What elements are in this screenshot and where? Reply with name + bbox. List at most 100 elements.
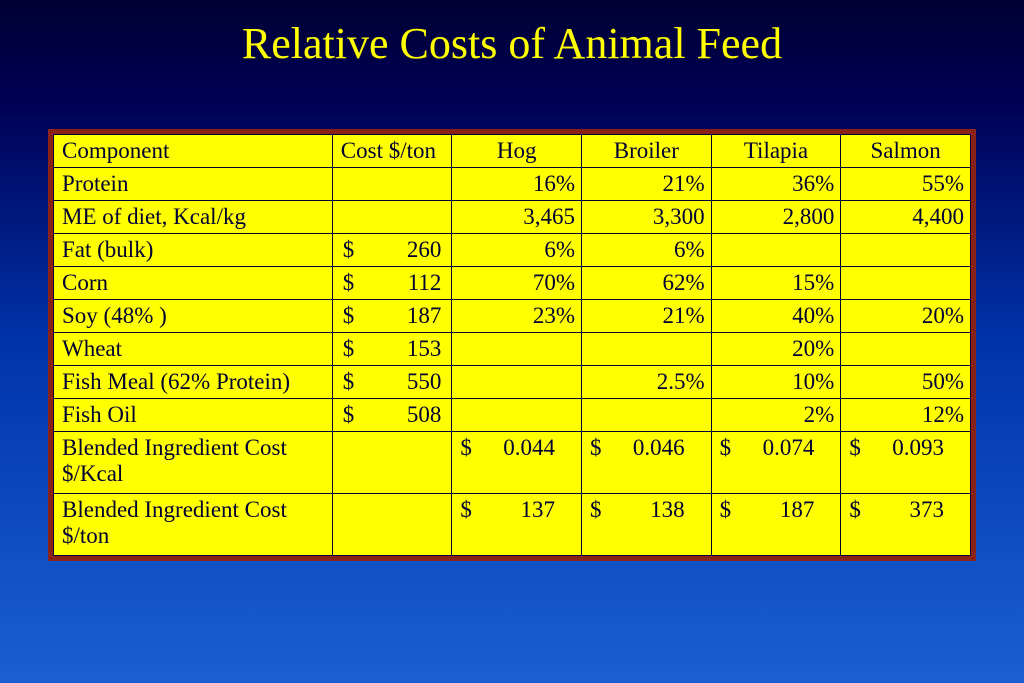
cell-tilapia: 15% <box>711 267 841 300</box>
cell-broiler <box>582 333 712 366</box>
cell-hog: $0.044 <box>452 432 582 494</box>
cell-broiler: $138 <box>582 494 712 556</box>
cell-component: Soy (48% ) <box>54 300 333 333</box>
cell-hog: 16% <box>452 168 582 201</box>
cell-cost: $508 <box>332 399 452 432</box>
cell-cost: $112 <box>332 267 452 300</box>
cell-component: Wheat <box>54 333 333 366</box>
cell-component: Fat (bulk) <box>54 234 333 267</box>
cell-hog: 6% <box>452 234 582 267</box>
cell-tilapia: 10% <box>711 366 841 399</box>
cell-salmon: 50% <box>841 366 971 399</box>
cell-hog: $137 <box>452 494 582 556</box>
table-row: Fat (bulk) $260 6% 6% <box>54 234 971 267</box>
dollar-sign: $ <box>341 336 355 362</box>
cell-tilapia: 40% <box>711 300 841 333</box>
cell-cost <box>332 432 452 494</box>
cell-component: Fish Meal (62% Protein) <box>54 366 333 399</box>
cell-broiler: 21% <box>582 300 712 333</box>
cell-cost <box>332 168 452 201</box>
cell-salmon: $373 <box>841 494 971 556</box>
cell-salmon: 12% <box>841 399 971 432</box>
dollar-sign: $ <box>849 435 861 461</box>
dollar-sign: $ <box>341 402 355 428</box>
money-value: 138 <box>590 497 703 523</box>
cell-salmon: 55% <box>841 168 971 201</box>
dollar-sign: $ <box>460 435 472 461</box>
table-row: ME of diet, Kcal/kg 3,465 3,300 2,800 4,… <box>54 201 971 234</box>
cell-salmon: $0.093 <box>841 432 971 494</box>
feed-cost-table-container: Component Cost $/ton Hog Broiler Tilapia… <box>48 129 976 561</box>
cell-hog <box>452 366 582 399</box>
money-value: 0.046 <box>590 435 703 461</box>
table-row: Fish Meal (62% Protein) $550 2.5% 10% 50… <box>54 366 971 399</box>
col-header-salmon: Salmon <box>841 135 971 168</box>
cell-hog: 23% <box>452 300 582 333</box>
table-row: Corn $112 70% 62% 15% <box>54 267 971 300</box>
col-header-broiler: Broiler <box>582 135 712 168</box>
money-value: 0.044 <box>460 435 573 461</box>
cell-hog <box>452 333 582 366</box>
dollar-sign: $ <box>460 497 472 523</box>
table-row: Fish Oil $508 2% 12% <box>54 399 971 432</box>
cell-broiler <box>582 399 712 432</box>
cell-cost: $153 <box>332 333 452 366</box>
cell-cost: $260 <box>332 234 452 267</box>
table-row-blended-ton: Blended Ingredient Cost $/ton $137 $138 … <box>54 494 971 556</box>
cost-value: 187 <box>407 303 444 329</box>
cell-broiler: 21% <box>582 168 712 201</box>
cell-component: Corn <box>54 267 333 300</box>
col-header-tilapia: Tilapia <box>711 135 841 168</box>
cell-salmon <box>841 267 971 300</box>
cell-broiler: $0.046 <box>582 432 712 494</box>
cell-tilapia: $187 <box>711 494 841 556</box>
cost-value: 260 <box>407 237 444 263</box>
cell-tilapia: 2% <box>711 399 841 432</box>
table-header-row: Component Cost $/ton Hog Broiler Tilapia… <box>54 135 971 168</box>
cell-broiler: 62% <box>582 267 712 300</box>
dollar-sign: $ <box>341 270 355 296</box>
money-value: 187 <box>720 497 833 523</box>
table-row: Wheat $153 20% <box>54 333 971 366</box>
cell-salmon <box>841 234 971 267</box>
cost-value: 508 <box>407 402 444 428</box>
cell-component: ME of diet, Kcal/kg <box>54 201 333 234</box>
cell-hog: 70% <box>452 267 582 300</box>
table-row: Protein 16% 21% 36% 55% <box>54 168 971 201</box>
cell-tilapia <box>711 234 841 267</box>
cell-component: Blended Ingredient Cost $/Kcal <box>54 432 333 494</box>
money-value: 373 <box>849 497 962 523</box>
cell-tilapia: 36% <box>711 168 841 201</box>
cell-salmon: 20% <box>841 300 971 333</box>
table-row: Soy (48% ) $187 23% 21% 40% 20% <box>54 300 971 333</box>
dollar-sign: $ <box>720 435 732 461</box>
cell-salmon <box>841 333 971 366</box>
dollar-sign: $ <box>341 237 355 263</box>
dollar-sign: $ <box>341 303 355 329</box>
cell-broiler: 2.5% <box>582 366 712 399</box>
cell-broiler: 6% <box>582 234 712 267</box>
money-value: 0.093 <box>849 435 962 461</box>
cell-component: Protein <box>54 168 333 201</box>
cell-component: Blended Ingredient Cost $/ton <box>54 494 333 556</box>
slide-title: Relative Costs of Animal Feed <box>0 0 1024 129</box>
money-value: 137 <box>460 497 573 523</box>
cost-value: 153 <box>407 336 444 362</box>
money-value: 0.074 <box>720 435 833 461</box>
cell-hog <box>452 399 582 432</box>
dollar-sign: $ <box>590 497 602 523</box>
cell-cost: $550 <box>332 366 452 399</box>
dollar-sign: $ <box>849 497 861 523</box>
feed-cost-table: Component Cost $/ton Hog Broiler Tilapia… <box>53 134 971 556</box>
cell-salmon: 4,400 <box>841 201 971 234</box>
cell-tilapia: $0.074 <box>711 432 841 494</box>
cell-hog: 3,465 <box>452 201 582 234</box>
col-header-cost: Cost $/ton <box>332 135 452 168</box>
cell-tilapia: 20% <box>711 333 841 366</box>
cost-value: 550 <box>407 369 444 395</box>
col-header-hog: Hog <box>452 135 582 168</box>
cell-cost <box>332 201 452 234</box>
cell-tilapia: 2,800 <box>711 201 841 234</box>
cell-cost: $187 <box>332 300 452 333</box>
col-header-component: Component <box>54 135 333 168</box>
